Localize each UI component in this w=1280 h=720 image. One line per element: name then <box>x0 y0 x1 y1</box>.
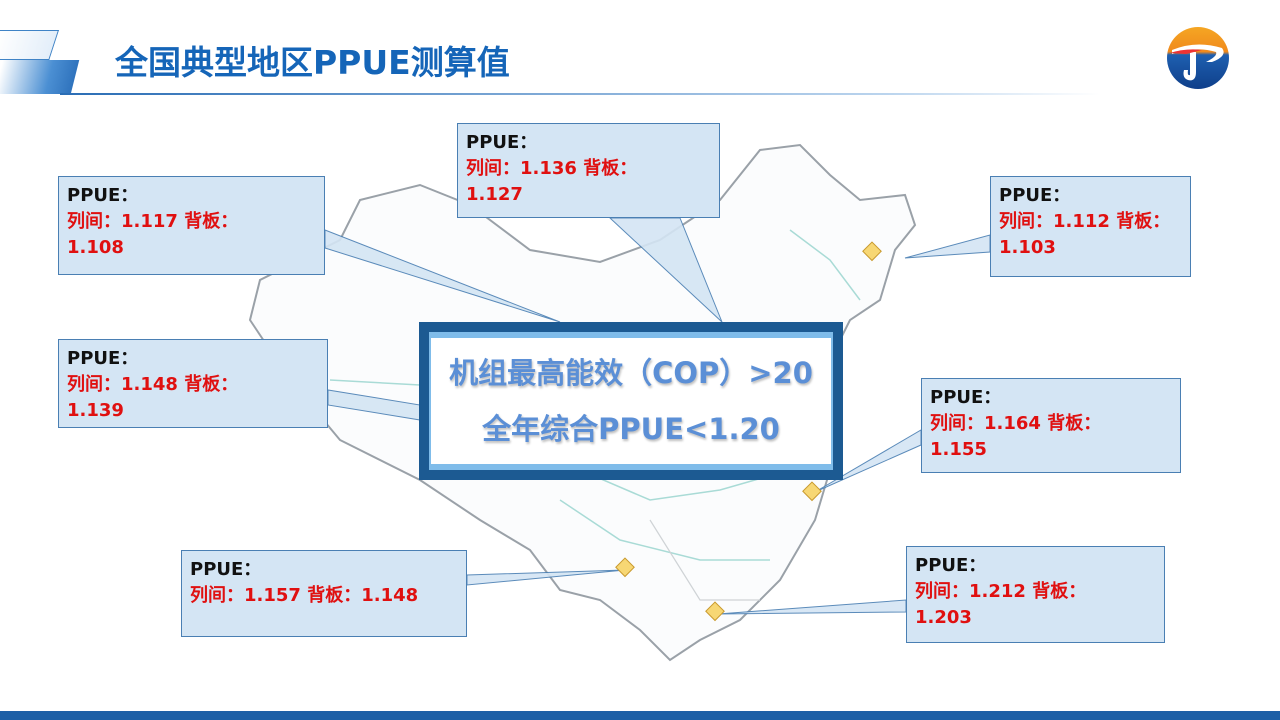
diamond-marker <box>615 557 635 578</box>
callout-value: 1.103 <box>999 237 1056 258</box>
summary-cop: 机组最高能效（COP）>20 <box>449 356 813 390</box>
summary-box: 机组最高能效（COP）>20 全年综合PPUE<1.20 <box>419 322 843 480</box>
callout-box: PPUE： 列间：1.112 背板： 1.103 <box>990 176 1191 277</box>
callout-value: 1.108 <box>67 237 124 258</box>
callout-label: PPUE： <box>930 387 1002 408</box>
callout-value: 列间：1.212 背板： <box>915 581 1087 602</box>
callout-box: PPUE： 列间：1.164 背板： 1.155 <box>921 378 1181 473</box>
callout-box: PPUE： 列间：1.157 背板：1.148 <box>181 550 467 637</box>
summary-ppue: 全年综合PPUE<1.20 <box>482 412 780 446</box>
markers <box>615 241 882 622</box>
callout-label: PPUE： <box>915 555 987 576</box>
callout-label: PPUE： <box>67 348 139 369</box>
callout-value: 1.139 <box>67 400 124 421</box>
company-logo <box>1167 27 1229 89</box>
callout-value: 列间：1.112 背板： <box>999 211 1171 232</box>
callout-label: PPUE： <box>466 132 538 153</box>
callout-value: 1.203 <box>915 607 972 628</box>
header-divider <box>60 93 1100 95</box>
callout-box: PPUE： 列间：1.148 背板： 1.139 <box>58 339 328 428</box>
diamond-marker <box>862 241 882 262</box>
callout-label: PPUE： <box>190 559 262 580</box>
callout-value: 列间：1.148 背板： <box>67 374 239 395</box>
footer-bar <box>0 711 1280 720</box>
callout-value: 列间：1.164 背板： <box>930 413 1102 434</box>
callout-box: PPUE： 列间：1.117 背板： 1.108 <box>58 176 325 275</box>
page-title: 全国典型地区PPUE测算值 <box>115 43 510 82</box>
callout-value: 列间：1.117 背板： <box>67 211 239 232</box>
callout-box: PPUE： 列间：1.212 背板： 1.203 <box>906 546 1165 643</box>
diamond-marker <box>802 481 822 502</box>
diamond-marker <box>705 601 725 622</box>
callout-value: 列间：1.136 背板： <box>466 158 638 179</box>
callout-box: PPUE： 列间：1.136 背板： 1.127 <box>457 123 720 218</box>
callout-value: 列间：1.157 背板：1.148 <box>190 585 419 606</box>
callout-label: PPUE： <box>67 185 139 206</box>
callout-label: PPUE： <box>999 185 1071 206</box>
callout-value: 1.155 <box>930 439 987 460</box>
callout-value: 1.127 <box>466 184 523 205</box>
